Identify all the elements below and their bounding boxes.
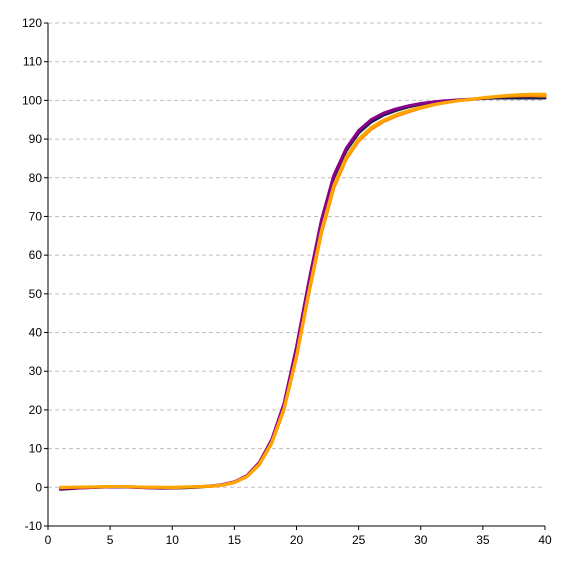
x-tick-label: 5 <box>107 533 114 547</box>
series-line-3 <box>58 94 547 490</box>
y-tick-label: 60 <box>29 248 43 262</box>
x-axis-tick-labels: 0 5 10 15 20 25 30 35 40 <box>45 533 552 547</box>
x-tick-label: 0 <box>45 533 52 547</box>
y-tick-label: -10 <box>25 519 43 533</box>
y-tick-label: 110 <box>23 55 42 69</box>
y-tick-label: 0 <box>35 480 42 494</box>
y-tick-label: 120 <box>22 16 42 30</box>
series-lines <box>58 92 547 491</box>
x-tick-label: 25 <box>352 533 366 547</box>
y-tick-label: 80 <box>29 171 43 185</box>
series-line-4 <box>58 92 547 489</box>
y-tick-label: 20 <box>29 403 43 417</box>
x-tick-label: 35 <box>476 533 490 547</box>
y-tick-label: 40 <box>29 326 43 340</box>
y-tick-label: 100 <box>22 93 42 107</box>
x-tick-label: 15 <box>228 533 242 547</box>
x-tick-label: 10 <box>166 533 180 547</box>
series-line-2 <box>58 93 547 490</box>
y-tick-label: 90 <box>29 132 43 146</box>
y-tick-label: 50 <box>29 287 43 301</box>
x-tick-label: 40 <box>538 533 552 547</box>
y-tick-label: 10 <box>29 442 43 456</box>
axes <box>44 22 546 530</box>
y-tick-label: 30 <box>29 364 43 378</box>
x-tick-label: 20 <box>290 533 304 547</box>
x-tick-label: 30 <box>414 533 428 547</box>
y-tick-label: 70 <box>29 209 43 223</box>
y-axis-tick-labels: -10 0 10 20 30 40 50 60 70 80 90 100 110 120 <box>22 16 42 533</box>
gridlines <box>48 22 545 488</box>
